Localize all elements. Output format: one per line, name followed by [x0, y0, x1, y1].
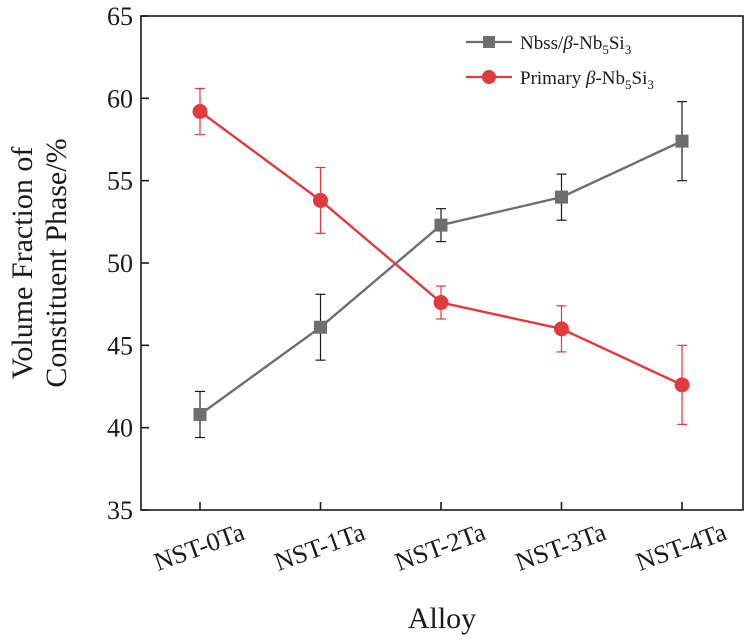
data-point [555, 190, 568, 204]
y-tick-label: 65 [107, 2, 133, 31]
data-point [192, 104, 208, 120]
legend: Nbss/β-Nb5Si3 Primary β-Nb5Si3 [466, 33, 654, 92]
x-tick-label: NST-1Ta [270, 517, 369, 577]
x-axis: NST-0Ta NST-1Ta NST-2Ta NST-3Ta NST-4Ta [150, 502, 731, 577]
y-tick-label: 55 [107, 167, 133, 196]
y-tick-label: 40 [107, 414, 133, 443]
y-axis-title-line1: Volume Fraction of [6, 147, 39, 380]
data-point [313, 192, 328, 208]
legend-marker-nbss [483, 36, 495, 48]
data-point [554, 321, 569, 337]
x-tick-label: NST-4Ta [632, 517, 731, 577]
data-point [434, 218, 448, 232]
series-line-primary [199, 110, 683, 386]
series-line-nbss [199, 140, 683, 416]
y-axis: 35 40 45 50 55 60 65 [107, 2, 149, 525]
legend-label-nbss: Nbss/β-Nb5Si3 [520, 33, 631, 57]
x-axis-title: Alloy [408, 602, 476, 635]
x-tick-label: NST-0Ta [150, 517, 249, 577]
y-axis-title-line2: Constituent Phase/% [40, 138, 73, 387]
legend-label-primary: Primary β-Nb5Si3 [520, 68, 654, 92]
series-primary [192, 87, 690, 425]
x-tick-label: NST-3Ta [511, 517, 610, 577]
data-point [433, 295, 449, 311]
data-point [193, 407, 207, 421]
y-tick-label: 50 [107, 249, 133, 278]
x-tick-label: NST-2Ta [391, 517, 490, 577]
data-point [314, 320, 327, 334]
series-group [192, 87, 690, 439]
y-tick-label: 35 [107, 496, 133, 525]
legend-marker-primary [482, 70, 496, 84]
y-tick-label: 45 [107, 331, 133, 360]
data-point [675, 134, 689, 148]
data-point [674, 377, 690, 393]
series-nbss [193, 101, 689, 439]
y-tick-label: 60 [107, 84, 133, 113]
